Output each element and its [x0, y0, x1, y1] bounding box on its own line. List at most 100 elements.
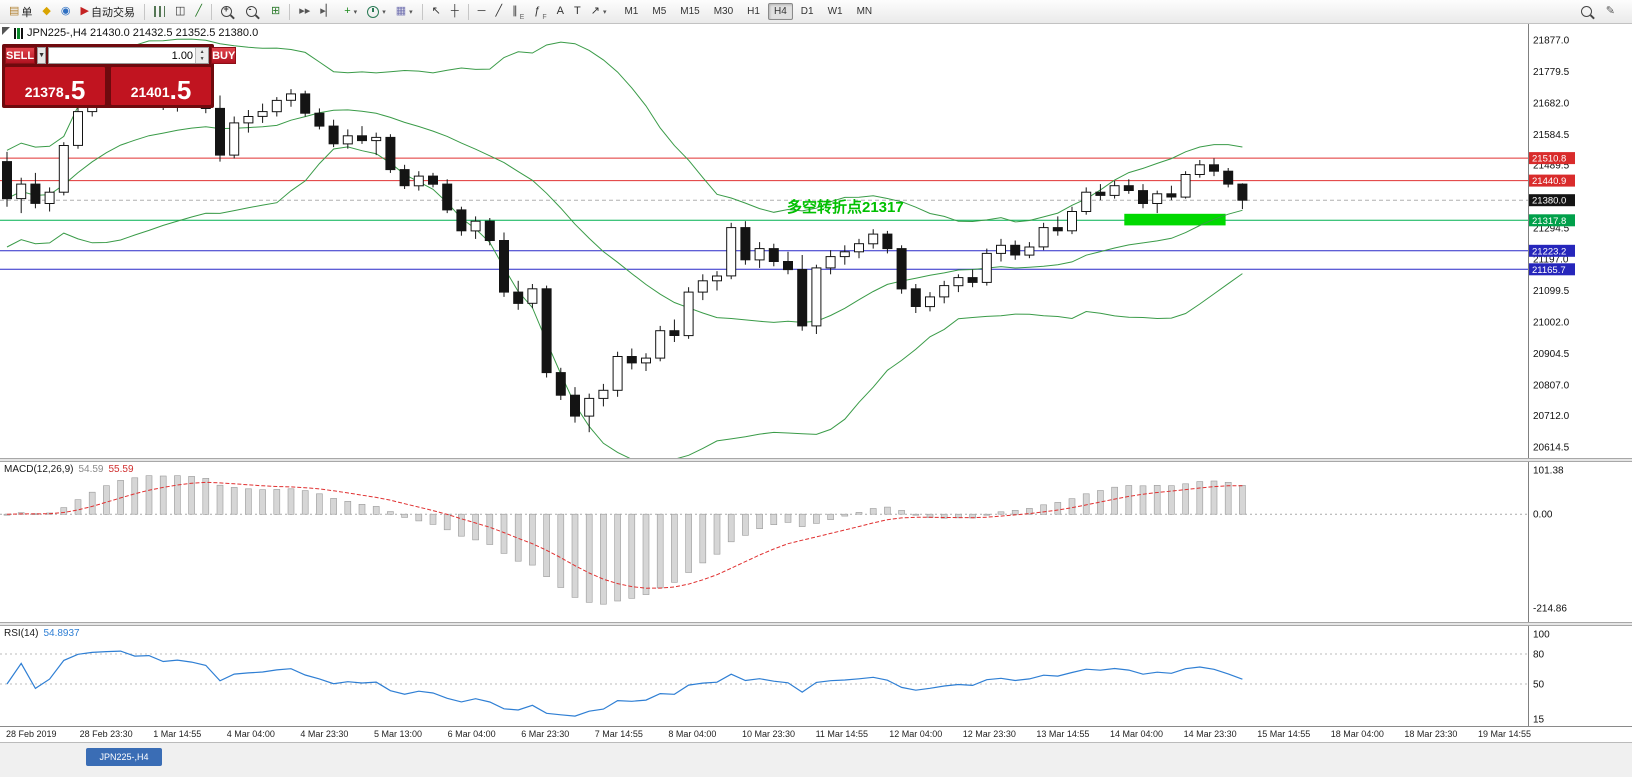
- one-click-collapse-icon[interactable]: [2, 27, 10, 35]
- dropdown-arrow-icon[interactable]: ▾: [353, 8, 358, 16]
- hline-tool-button[interactable]: ─: [474, 1, 490, 22]
- dropdown-arrow-icon[interactable]: ▾: [602, 8, 607, 16]
- timeframe-m15-button[interactable]: M15: [680, 6, 700, 17]
- trade-controls-row: SELL ▼ ▲ ▼ BUY: [5, 47, 237, 64]
- scale-label: 21489.5: [1533, 160, 1570, 171]
- text-tool-icon: A: [556, 5, 564, 17]
- channel-tool-button[interactable]: ∥ E: [508, 1, 528, 22]
- rsi-line: [6, 650, 1243, 717]
- timeframe-mn-button[interactable]: MN: [856, 6, 873, 17]
- new-order-button-label: 单: [21, 6, 33, 19]
- quote-row: 21378.5 21401.5: [5, 67, 211, 105]
- volume-input[interactable]: [49, 48, 196, 63]
- candlestick-chart-button[interactable]: ◫: [171, 1, 189, 22]
- quick-edit-button[interactable]: ✎: [1602, 1, 1619, 22]
- timeline-label: 18 Mar 23:30: [1404, 729, 1458, 739]
- macd-canvas[interactable]: 101.38 0.00 -214.86: [0, 462, 1632, 622]
- main-chart-canvas[interactable]: 多空转折点21317 21877.0 21779.5 21682.0 21584.5 21…: [0, 24, 1632, 458]
- auto-scroll-icon: ▸▸: [299, 5, 311, 17]
- profiles-icon: ◆: [42, 5, 51, 17]
- panel-splitter[interactable]: [0, 458, 1632, 462]
- chart-annotation-text[interactable]: 多空转折点21317: [787, 198, 904, 216]
- zoom-in-button[interactable]: [217, 1, 240, 22]
- scale-label: 21294.5: [1533, 223, 1570, 234]
- macd-indicator-name: MACD(12,26,9): [4, 464, 74, 475]
- dropdown-arrow-icon[interactable]: ▾: [409, 8, 413, 16]
- buy-price-display[interactable]: 21401.5: [111, 67, 211, 105]
- timeline-label: 12 Mar 23:30: [962, 729, 1016, 739]
- timeframe-h4-button[interactable]: H4: [767, 3, 793, 20]
- templates-button[interactable]: ▦ ▾: [392, 1, 417, 22]
- toolbar-separator: [210, 3, 212, 20]
- chart-tab-jpn225-h4[interactable]: JPN225-,H4: [86, 748, 162, 766]
- timeline-label: 28 Feb 23:30: [79, 729, 133, 739]
- scale-label: -214.86: [1533, 604, 1567, 615]
- buy-price-frac: .5: [169, 75, 192, 105]
- sell-price-display[interactable]: 21378.5: [5, 67, 105, 105]
- order-options-dropdown[interactable]: ▼: [37, 47, 47, 64]
- line-chart-button[interactable]: ╱: [191, 1, 206, 22]
- zoom-in-icon: [220, 5, 232, 17]
- zoom-out-icon: [245, 5, 257, 17]
- bollinger-lower-line: [6, 146, 1243, 458]
- timeline-label: 5 Mar 13:00: [374, 729, 423, 739]
- auto-scroll-button[interactable]: ▸▸: [295, 1, 314, 22]
- zoom-out-button[interactable]: [242, 1, 265, 22]
- price-badge-text: 21510.8: [1532, 154, 1566, 165]
- tile-windows-button[interactable]: ⊞: [267, 1, 284, 22]
- price-badge-text: 21165.7: [1532, 265, 1566, 276]
- text-label-tool-icon: T: [573, 5, 581, 17]
- chart-shift-button[interactable]: ▸▏: [316, 1, 338, 22]
- volume-decrease-button[interactable]: ▼: [196, 55, 209, 63]
- periods-button[interactable]: ▾: [363, 1, 390, 22]
- timeframe-d1-button[interactable]: D1: [800, 6, 814, 17]
- trendline-tool-button[interactable]: ╱: [491, 1, 506, 22]
- bar-chart-button[interactable]: [150, 1, 169, 22]
- volume-increase-button[interactable]: ▲: [196, 48, 209, 56]
- price-badge-text: 21380.0: [1532, 196, 1566, 207]
- text-label-tool-button[interactable]: T: [570, 1, 585, 22]
- search-button[interactable]: [1577, 1, 1600, 22]
- scale-label: 100: [1533, 630, 1550, 641]
- timeline-label: 12 Mar 04:00: [889, 729, 943, 739]
- arrows-tool-button[interactable]: ↗ ▾: [587, 1, 611, 22]
- crosshair-button[interactable]: ┼: [447, 1, 463, 22]
- sell-price-frac: .5: [63, 75, 86, 105]
- toolbar-separator: [421, 3, 423, 20]
- tile-windows-icon: ⊞: [270, 5, 281, 17]
- scale-label: 21584.5: [1533, 130, 1570, 141]
- timeframe-h1-button[interactable]: H1: [747, 6, 760, 17]
- profiles-button[interactable]: ◆: [38, 1, 54, 22]
- cursor-button[interactable]: ↖: [428, 1, 445, 22]
- timeframe-m5-button[interactable]: M5: [652, 6, 667, 17]
- scale-label: 0.00: [1533, 510, 1553, 521]
- volume-field: ▲ ▼: [48, 47, 210, 64]
- sell-button[interactable]: SELL: [5, 47, 36, 64]
- timeframe-buttons: M1 M5 M15 M30 H1 H4 D1 W1 MN: [617, 3, 879, 20]
- timeline-label: 19 Mar 14:55: [1478, 729, 1532, 739]
- rsi-canvas[interactable]: 100 80 50 15: [0, 626, 1632, 726]
- indicators-button[interactable]: + ▾: [340, 1, 361, 22]
- bar-chart-icon: [153, 6, 165, 17]
- toolbar-right-buttons: ✎: [1576, 1, 1620, 22]
- text-tool-button[interactable]: A: [553, 1, 568, 22]
- market-watch-button[interactable]: ◉: [57, 1, 75, 22]
- time-axis[interactable]: 28 Feb 2019 28 Feb 23:30 1 Mar 14:55 4 Mar …: [0, 726, 1632, 742]
- fibonacci-tool-button-subscript: F: [542, 14, 547, 21]
- dropdown-arrow-icon[interactable]: ▾: [382, 8, 386, 16]
- panel-splitter[interactable]: [0, 622, 1632, 626]
- price-badge-text: 21223.2: [1532, 246, 1566, 257]
- buy-price-main: 21401: [130, 84, 170, 100]
- new-order-icon: ▤: [9, 5, 20, 17]
- timeframe-w1-button[interactable]: W1: [827, 6, 843, 17]
- timeframe-m30-button[interactable]: M30: [713, 6, 734, 17]
- timeframe-m1-button[interactable]: M1: [624, 6, 639, 17]
- new-order-button[interactable]: ▤ 单: [5, 1, 36, 22]
- autotrading-button[interactable]: ▶ 自动交易: [76, 1, 138, 22]
- main-chart-panel: 多空转折点21317 21877.0 21779.5 21682.0 21584.5 21…: [0, 24, 1632, 458]
- buy-button[interactable]: BUY: [211, 47, 237, 64]
- highlight-zone[interactable]: [1124, 213, 1226, 226]
